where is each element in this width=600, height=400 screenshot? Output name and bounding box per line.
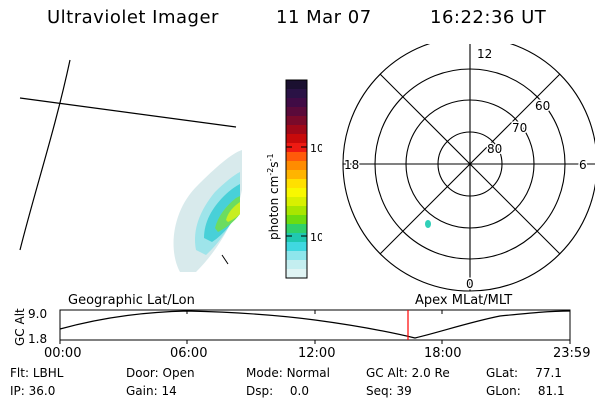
timeline-ytick-max: 9.0	[28, 307, 47, 321]
colorbar-stripe	[286, 161, 307, 171]
status-flt: Flt: LBHL	[10, 366, 64, 380]
colorbar-stripe	[286, 125, 307, 135]
timeline-xtick-1800: 18:00	[424, 346, 462, 361]
mlt-label-0: 0	[466, 277, 474, 291]
timeline-xtick-1200: 12:00	[298, 346, 336, 361]
timeline-xtick-0600: 06:00	[170, 346, 208, 361]
colorbar-unit-label: photon cm-2s-1	[266, 153, 281, 240]
limb-arc	[19, 59, 71, 251]
status-seq: Seq: 39	[366, 384, 412, 398]
status-mode: Mode: Normal	[246, 366, 330, 380]
altitude-curve	[59, 310, 571, 339]
colorbar-stripe	[286, 251, 307, 261]
observation-time: 16:22:36 UT	[430, 7, 547, 28]
colorbar-stripe	[286, 233, 307, 243]
mlt-label-18: 18	[344, 158, 359, 172]
status-gc-alt: GC Alt: 2.0 Re	[366, 366, 450, 380]
colorbar-stripe	[286, 179, 307, 189]
colorbar-stripe	[286, 134, 307, 144]
colorbar-stripe	[286, 206, 307, 216]
meridian-line	[19, 97, 237, 128]
colorbar-stripe	[286, 89, 307, 99]
instrument-title: Ultraviolet Imager	[47, 7, 219, 28]
colorbar-ticks	[286, 146, 307, 237]
colorbar-stripe	[286, 269, 307, 279]
status-door: Door: Open	[126, 366, 195, 380]
timeline-axis-label: GC Alt	[13, 308, 27, 346]
colorbar-stripe	[286, 215, 307, 225]
mlt-label-12: 12	[477, 47, 492, 61]
status-glon: GLon: 81.1	[486, 384, 565, 398]
colorbar-stripe	[286, 188, 307, 198]
observation-date: 11 Mar 07	[276, 7, 372, 28]
lat-label-80: 80	[487, 142, 502, 156]
colorbar-stripe	[286, 260, 307, 270]
colorbar-stripe	[286, 242, 307, 252]
status-gain: Gain: 14	[126, 384, 177, 398]
colorbar-stripe	[286, 152, 307, 162]
timeline-right-title: Apex MLat/MLT	[415, 293, 513, 308]
orbit-timeline: GC Alt 9.0 1.8	[13, 307, 571, 346]
colorbar-tick-100: 100	[310, 142, 322, 155]
aurora-emission	[173, 150, 242, 272]
colorbar-stripes	[286, 80, 307, 279]
colorbar-stripe	[286, 80, 307, 90]
timeline-xtick-2359: 23:59	[553, 346, 591, 361]
colorbar-tick-10: 10	[310, 231, 322, 244]
colorbar-stripe	[286, 224, 307, 234]
colorbar-stripe	[286, 197, 307, 207]
timeline-xtick-0000: 00:00	[44, 346, 82, 361]
colorbar: 100 10 photon cm-2s-1	[266, 79, 322, 279]
colorbar-stripe	[286, 116, 307, 126]
colorbar-stripe	[286, 107, 307, 117]
lat-label-60: 60	[535, 99, 550, 113]
colorbar-stripe	[286, 143, 307, 153]
polar-plot: 12 18 6 0 60 70 80	[342, 44, 595, 293]
lat-label-70: 70	[512, 121, 527, 135]
polar-emission-spot	[425, 220, 431, 228]
colorbar-stripe	[286, 170, 307, 180]
colorbar-stripe	[286, 98, 307, 108]
status-ip: IP: 36.0	[10, 384, 56, 398]
status-glat: GLat: 77.1	[486, 366, 562, 380]
status-dsp: Dsp: 0.0	[246, 384, 309, 398]
timeline-left-title: Geographic Lat/Lon	[68, 293, 195, 308]
geographic-image-panel	[19, 59, 242, 272]
timeline-ytick-min: 1.8	[28, 332, 47, 346]
mlt-label-6: 6	[579, 158, 587, 172]
